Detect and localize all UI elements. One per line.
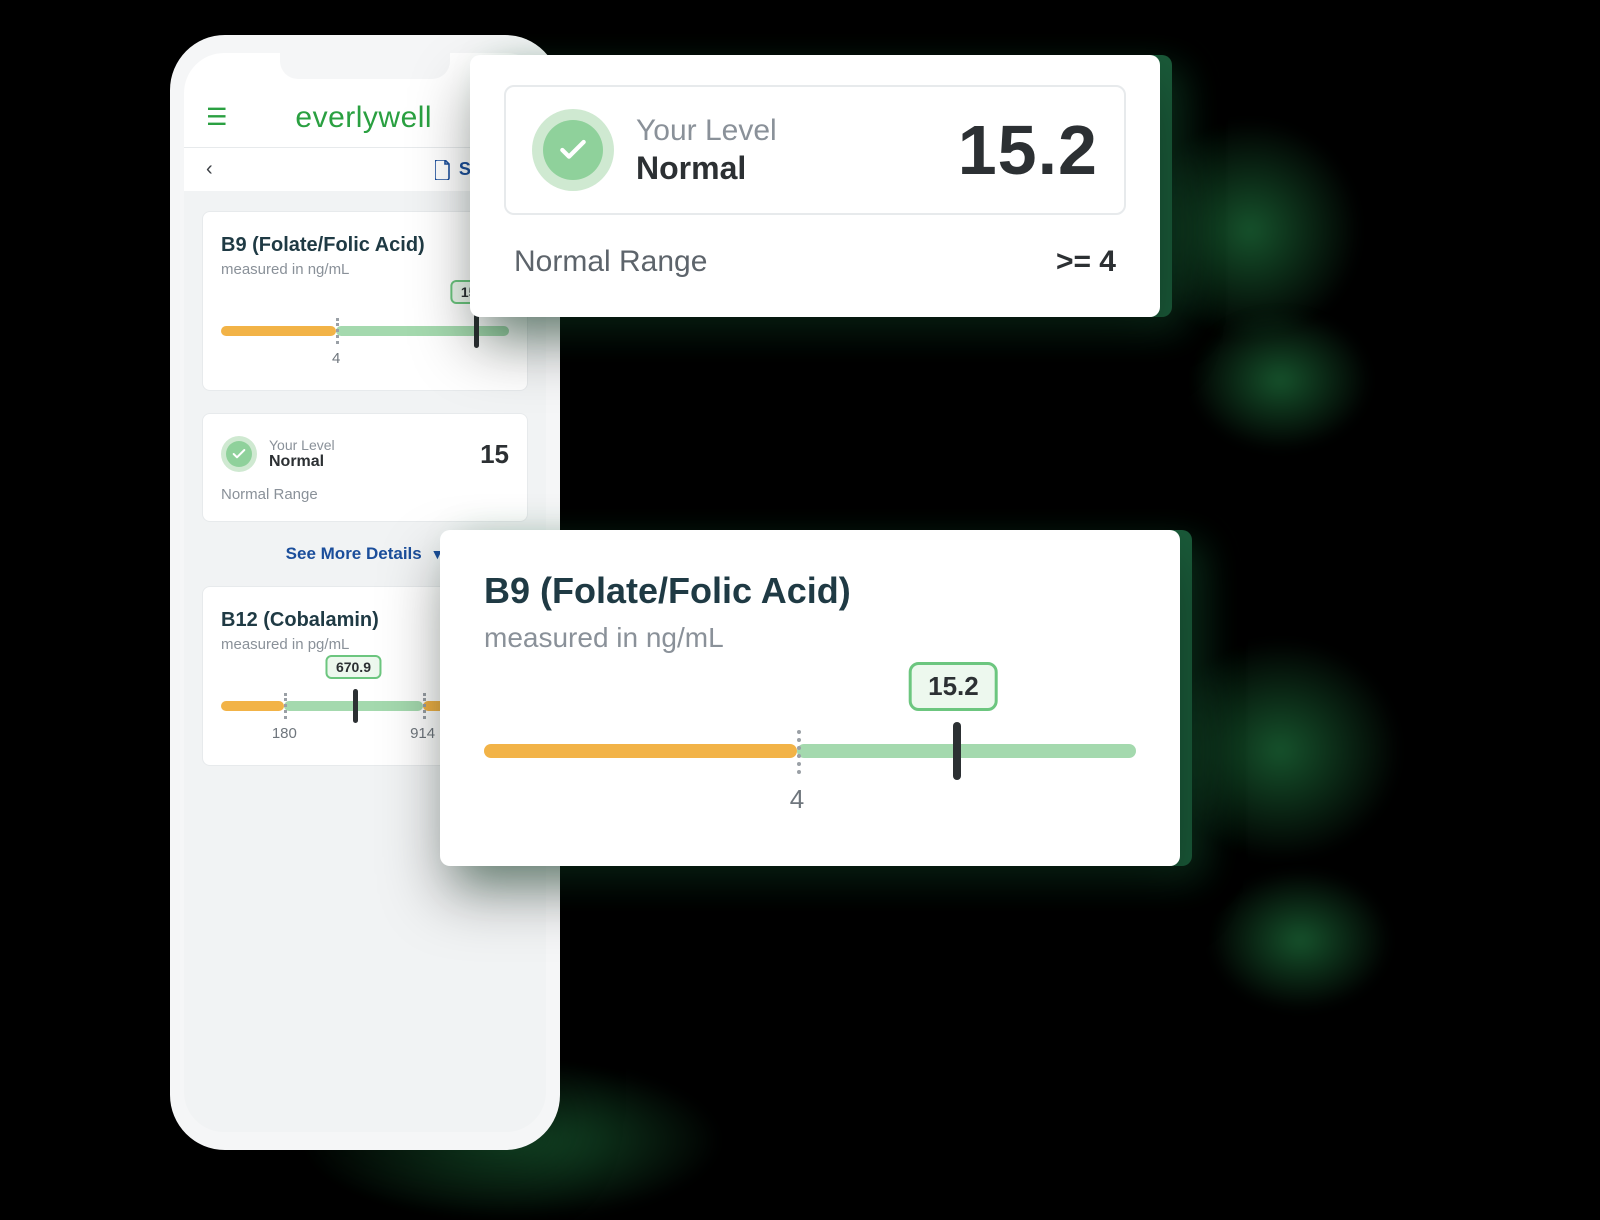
range-marker-chip: 15.2 <box>909 662 998 711</box>
check-icon <box>221 436 257 472</box>
range-marker-chip: 670.9 <box>326 655 381 679</box>
normal-range-row: Normal Range >= 4 <box>504 215 1126 287</box>
level-box: Your Level Normal 15.2 <box>504 85 1126 215</box>
normal-range-label: Normal Range <box>221 486 509 503</box>
decorative-glow <box>1210 870 1390 1010</box>
range-seg-normal <box>797 744 1136 758</box>
range-bar: 15.2 <box>484 744 1136 758</box>
your-level-label: Your Level <box>636 114 777 148</box>
range-seg-low <box>221 326 336 336</box>
level-status: Normal <box>269 453 335 471</box>
range-threshold-label: 4 <box>790 784 804 815</box>
range-labels: 4 <box>221 350 509 372</box>
result-title: B9 (Folate/Folic Acid) <box>221 234 509 257</box>
range-marker-tick <box>474 314 479 348</box>
hamburger-icon[interactable]: ☰ <box>206 106 228 130</box>
range-seg-normal <box>336 326 509 336</box>
your-level-label: Your Level <box>269 437 335 453</box>
document-icon <box>435 160 451 180</box>
level-value: 15 <box>480 439 509 470</box>
range-threshold-tick <box>797 730 801 774</box>
range-marker-tick <box>953 722 961 780</box>
phone-notch <box>280 53 450 79</box>
level-value: 15.2 <box>958 110 1098 190</box>
floating-chart-card: B9 (Folate/Folic Acid) measured in ng/mL… <box>440 530 1180 866</box>
level-card: Your Level Normal 15 Normal Range <box>202 413 528 522</box>
range-tick-high-label: 914 <box>410 725 435 742</box>
range-tick-high <box>423 693 426 719</box>
range-threshold-label: 4 <box>332 350 340 367</box>
floating-level-card: Your Level Normal 15.2 Normal Range >= 4 <box>470 55 1160 317</box>
brand-logo: everlywell <box>228 101 500 135</box>
normal-range-label: Normal Range <box>514 245 707 279</box>
decorative-glow <box>1190 310 1370 450</box>
range-seg-low <box>484 744 797 758</box>
normal-range-value: >= 4 <box>1056 245 1116 279</box>
result-units: measured in ng/mL <box>221 261 509 278</box>
see-more-label: See More Details <box>286 544 422 563</box>
level-status: Normal <box>636 150 777 187</box>
chart-title: B9 (Folate/Folic Acid) <box>484 570 1136 612</box>
level-row: Your Level Normal 15 <box>221 436 509 472</box>
decorative-glow <box>1160 640 1400 860</box>
range-seg-low <box>221 701 284 711</box>
back-button[interactable]: ‹ <box>206 158 213 181</box>
range-tick-low <box>284 693 287 719</box>
decorative-glow <box>1140 120 1360 340</box>
chart-units: measured in ng/mL <box>484 622 1136 654</box>
range-labels: 4 <box>484 784 1136 816</box>
check-icon <box>532 109 614 191</box>
range-marker-tick <box>353 689 358 723</box>
range-tick-low-label: 180 <box>272 725 297 742</box>
range-bar: 15.2 <box>221 326 509 336</box>
range-threshold-tick <box>336 318 339 344</box>
